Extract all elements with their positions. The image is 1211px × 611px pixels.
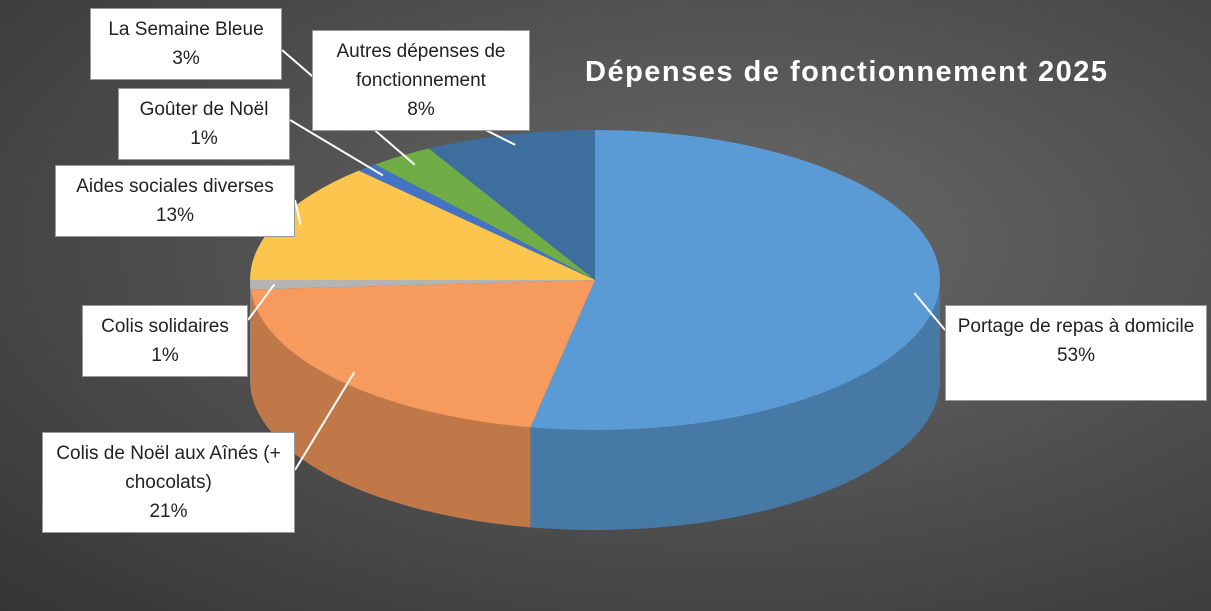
slice [250,170,595,280]
category-label: Colis solidaires [101,316,229,337]
data-label: Goûter de Noël 1% [118,88,290,160]
slice [375,148,595,280]
slice-side [530,280,940,530]
leader-line [294,371,356,471]
slice-side-shade [250,280,251,390]
slice [530,130,941,430]
slice-side [250,280,251,390]
data-label: Colis solidaires 1% [82,305,248,377]
data-label: Aides sociales diverses 13% [55,165,295,237]
value-label: 3% [172,48,200,69]
slice [428,130,595,280]
data-label: Portage de repas à domicile 53% [945,305,1207,401]
slice [250,280,595,290]
data-label: Colis de Noël aux Aînés (+ chocolats) 21% [42,432,295,533]
value-label: 21% [149,501,188,522]
leader-line [247,283,276,321]
slice-side [250,289,531,528]
category-label: Autres dépenses de fonctionnement [336,41,506,91]
value-label: 13% [155,205,195,226]
category-label: Colis de Noël aux Aînés (+ chocolats) [56,443,281,493]
slice-side-shade [530,280,940,530]
slice [358,164,595,280]
value-label: 1% [190,128,218,149]
leader-line [294,199,302,225]
slice-side-shade [250,289,531,528]
slice [250,280,595,428]
category-label: Portage de repas à domicile [957,316,1195,337]
value-label: 53% [1056,345,1096,366]
chart-title: Dépenses de fonctionnement 2025 [585,56,1109,88]
value-label: 1% [151,345,179,366]
category-label: Goûter de Noël [139,99,269,120]
category-label: Aides sociales diverses [76,176,274,197]
data-label: Autres dépenses de fonctionnement 8% [312,30,530,131]
value-label: 8% [407,99,435,120]
data-label: La Semaine Bleue 3% [90,8,282,80]
leader-line [289,119,384,177]
category-label: La Semaine Bleue [108,19,264,40]
leader-line [913,292,946,331]
